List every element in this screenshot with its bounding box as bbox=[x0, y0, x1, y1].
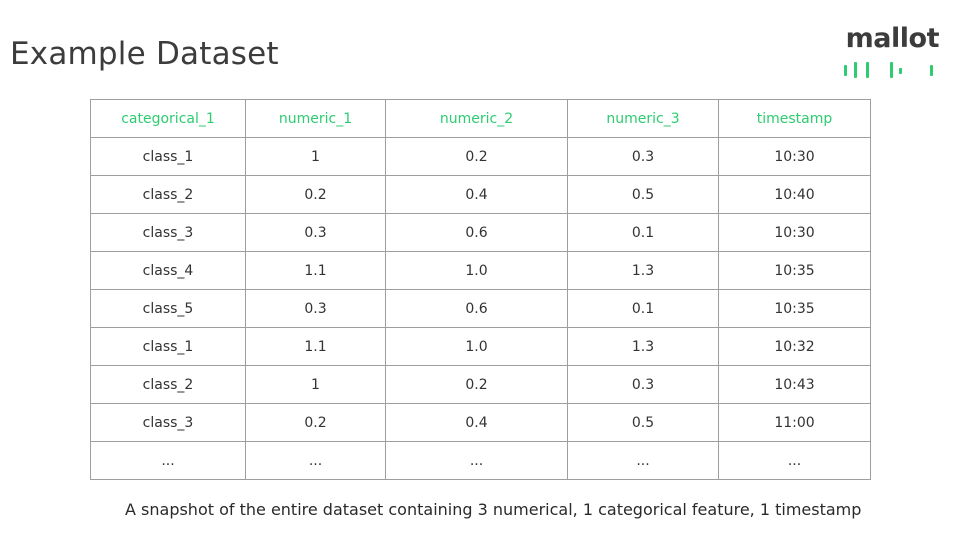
table-cell: 0.2 bbox=[385, 137, 568, 176]
table-cell: 0.6 bbox=[385, 213, 568, 252]
table-cell: class_5 bbox=[90, 289, 246, 328]
table-cell: 0.2 bbox=[245, 403, 386, 442]
table-cell: 10:35 bbox=[718, 251, 871, 290]
table-row: class_4 1.1 1.0 1.3 10:35 bbox=[90, 251, 871, 290]
slide-title: Example Dataset bbox=[10, 36, 279, 72]
table-cell: 0.3 bbox=[567, 137, 719, 176]
table-cell: 11:00 bbox=[718, 403, 871, 442]
table-cell: 0.2 bbox=[385, 365, 568, 404]
table-row-ellipsis: ... ... ... ... ... bbox=[90, 441, 871, 480]
column-header: numeric_2 bbox=[385, 99, 568, 138]
table-cell: ... bbox=[245, 441, 386, 480]
table-cell: 0.3 bbox=[245, 213, 386, 252]
table-cell: ... bbox=[718, 441, 871, 480]
column-header: categorical_1 bbox=[90, 99, 246, 138]
table-row: class_1 1 0.2 0.3 10:30 bbox=[90, 137, 871, 176]
table-cell: class_3 bbox=[90, 213, 246, 252]
table-cell: ... bbox=[567, 441, 719, 480]
table-cell: 0.5 bbox=[567, 403, 719, 442]
table-header-row: categorical_1 numeric_1 numeric_2 numeri… bbox=[90, 99, 871, 138]
table-cell: 0.3 bbox=[567, 365, 719, 404]
table-cell: 0.4 bbox=[385, 403, 568, 442]
table-cell: 10:35 bbox=[718, 289, 871, 328]
column-header: numeric_3 bbox=[567, 99, 719, 138]
table-row: class_5 0.3 0.6 0.1 10:35 bbox=[90, 289, 871, 328]
table-cell: ... bbox=[385, 441, 568, 480]
table-cell: class_2 bbox=[90, 365, 246, 404]
column-header: numeric_1 bbox=[245, 99, 386, 138]
table-cell: class_1 bbox=[90, 137, 246, 176]
table-cell: 1.3 bbox=[567, 251, 719, 290]
table-row: class_1 1.1 1.0 1.3 10:32 bbox=[90, 327, 871, 366]
mallot-logo: mallot bbox=[841, 24, 941, 82]
table-cell: class_1 bbox=[90, 327, 246, 366]
table-cell: 0.1 bbox=[567, 213, 719, 252]
table-cell: 0.4 bbox=[385, 175, 568, 214]
table-cell: 1.1 bbox=[245, 251, 386, 290]
logo-wordmark: mallot bbox=[845, 23, 940, 54]
dataset-table: categorical_1 numeric_1 numeric_2 numeri… bbox=[90, 99, 871, 480]
table-cell: 1 bbox=[245, 137, 386, 176]
table-cell: 0.3 bbox=[245, 289, 386, 328]
table-cell: 10:43 bbox=[718, 365, 871, 404]
table-cell: class_4 bbox=[90, 251, 246, 290]
table-cell: 0.1 bbox=[567, 289, 719, 328]
table-cell: 1.1 bbox=[245, 327, 386, 366]
logo-bars-icon bbox=[844, 62, 933, 78]
table-cell: 0.2 bbox=[245, 175, 386, 214]
table-cell: 1.0 bbox=[385, 327, 568, 366]
table-cell: class_3 bbox=[90, 403, 246, 442]
table-cell: 10:32 bbox=[718, 327, 871, 366]
table-cell: 1.0 bbox=[385, 251, 568, 290]
table-cell: 0.5 bbox=[567, 175, 719, 214]
table-row: class_3 0.2 0.4 0.5 11:00 bbox=[90, 403, 871, 442]
table-cell: 10:30 bbox=[718, 137, 871, 176]
table-cell: 10:40 bbox=[718, 175, 871, 214]
table-cell: class_2 bbox=[90, 175, 246, 214]
table-cell: 10:30 bbox=[718, 213, 871, 252]
table-caption: A snapshot of the entire dataset contain… bbox=[125, 500, 862, 519]
table-cell: 0.6 bbox=[385, 289, 568, 328]
table-cell: ... bbox=[90, 441, 246, 480]
table-row: class_2 0.2 0.4 0.5 10:40 bbox=[90, 175, 871, 214]
table-cell: 1.3 bbox=[567, 327, 719, 366]
table-cell: 1 bbox=[245, 365, 386, 404]
column-header: timestamp bbox=[718, 99, 871, 138]
table-row: class_2 1 0.2 0.3 10:43 bbox=[90, 365, 871, 404]
table-row: class_3 0.3 0.6 0.1 10:30 bbox=[90, 213, 871, 252]
